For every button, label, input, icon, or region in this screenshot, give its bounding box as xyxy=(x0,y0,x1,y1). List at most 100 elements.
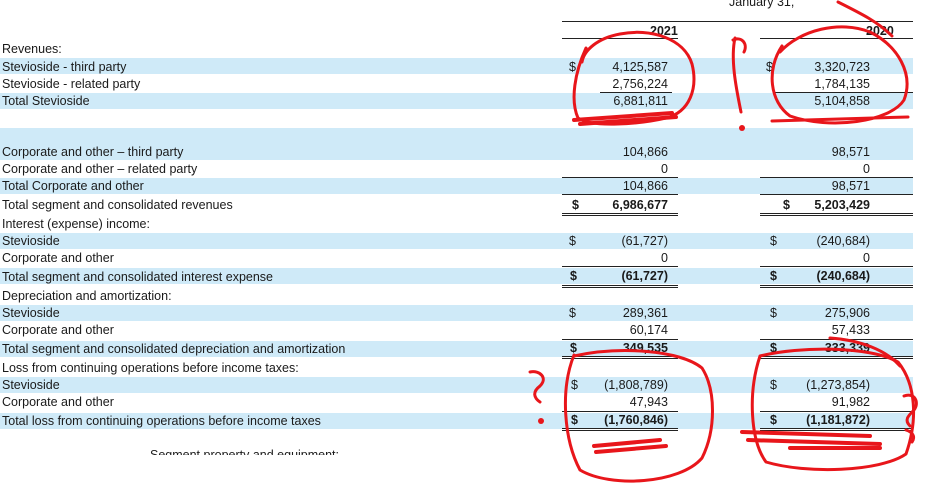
currency-symbol: $ xyxy=(783,198,790,212)
currency-symbol: $ xyxy=(770,234,777,248)
depreciation-corporate-2020: 57,433 xyxy=(831,323,870,337)
currency-symbol: $ xyxy=(770,413,777,427)
interest-corporate-label: Corporate and other xyxy=(2,251,114,265)
total-stevioside-label: Total Stevioside xyxy=(2,94,90,108)
interest-stevioside-2020: (240,684) xyxy=(816,234,870,248)
total-interest-2020: (240,684) xyxy=(816,269,870,283)
total-revenues-label: Total segment and consolidated revenues xyxy=(2,198,233,212)
year-2021-underline xyxy=(562,38,678,39)
year-2020-underline xyxy=(760,38,913,39)
stevioside-third-party-2021: 4,125,587 xyxy=(612,60,668,74)
subtotal-rule xyxy=(562,177,678,178)
scribble-underline xyxy=(572,111,678,126)
interest-heading: Interest (expense) income: xyxy=(2,217,150,231)
currency-symbol: $ xyxy=(571,413,578,427)
period-header: January 31, xyxy=(729,0,795,9)
total-stevioside-2020: 5,104,858 xyxy=(814,94,870,108)
total-depreciation-2021: 349,535 xyxy=(622,341,668,355)
total-interest-label: Total segment and consolidated interest … xyxy=(2,270,274,284)
year-2021-header: 2021 xyxy=(650,24,678,38)
subtotal-rule xyxy=(760,177,913,178)
total-double-rule xyxy=(760,428,913,431)
total-double-rule xyxy=(760,285,913,288)
depreciation-stevioside-label: Stevioside xyxy=(2,306,60,320)
stevioside-related-party-label: Stevioside - related party xyxy=(2,77,141,91)
currency-symbol: $ xyxy=(571,378,578,392)
total-depreciation-2020: 333,339 xyxy=(824,341,870,355)
total-stevioside-2021: 6,881,811 xyxy=(613,94,668,108)
interest-corporate-2021: 0 xyxy=(661,251,668,265)
interest-corporate-2020: 0 xyxy=(863,251,870,265)
corporate-related-party-label: Corporate and other – related party xyxy=(2,162,198,176)
total-corporate-2021: 104,866 xyxy=(622,179,668,193)
currency-symbol: $ xyxy=(569,60,576,74)
total-double-rule xyxy=(562,285,678,288)
revenues-heading: Revenues: xyxy=(2,42,62,56)
corporate-third-party-label: Corporate and other – third party xyxy=(2,145,184,159)
interest-stevioside-label: Stevioside xyxy=(2,234,60,248)
loss-corporate-label: Corporate and other xyxy=(2,395,114,409)
total-revenues-2020: 5,203,429 xyxy=(814,198,870,212)
depreciation-stevioside-2020: 275,906 xyxy=(824,306,870,320)
total-double-rule xyxy=(760,213,913,216)
currency-symbol: $ xyxy=(770,269,777,283)
currency-symbol: $ xyxy=(570,269,577,283)
depreciation-corporate-label: Corporate and other xyxy=(2,323,114,337)
row-band xyxy=(0,93,913,109)
corporate-related-party-2020: 0 xyxy=(863,162,870,176)
corporate-third-party-2020: 98,571 xyxy=(831,145,870,159)
subtotal-rule xyxy=(760,194,913,195)
hook-mark xyxy=(904,428,916,444)
total-corporate-2020: 98,571 xyxy=(831,179,870,193)
total-double-rule xyxy=(760,356,913,359)
currency-symbol: $ xyxy=(770,306,777,320)
subtotal-rule xyxy=(562,339,678,340)
total-revenues-2021: 6,986,677 xyxy=(612,198,668,212)
stevioside-related-party-2021: 2,756,224 xyxy=(612,77,668,91)
year-2020-header: 2020 xyxy=(866,24,894,38)
next-section-heading: Segment property and equipment: xyxy=(150,448,340,455)
total-corporate-label: Total Corporate and other xyxy=(2,179,144,193)
scribble-underline xyxy=(740,430,882,450)
total-double-rule xyxy=(562,428,678,431)
depreciation-corporate-2021: 60,174 xyxy=(629,323,668,337)
interest-stevioside-2021: (61,727) xyxy=(621,234,668,248)
currency-symbol: $ xyxy=(766,60,773,74)
row-band xyxy=(0,58,913,74)
row-band xyxy=(0,305,913,321)
subtotal-rule xyxy=(760,266,913,267)
stevioside-related-party-2020: 1,784,135 xyxy=(814,77,870,91)
row-band xyxy=(0,178,913,194)
loss-stevioside-2021: (1,808,789) xyxy=(604,378,668,392)
period-underline xyxy=(562,21,913,22)
currency-symbol: $ xyxy=(569,306,576,320)
stevioside-third-party-2020: 3,320,723 xyxy=(814,60,870,74)
total-loss-2021: (1,760,846) xyxy=(604,413,668,427)
total-loss-2020: (1,181,872) xyxy=(806,413,870,427)
scribble-underline xyxy=(770,115,910,123)
corporate-related-party-2021: 0 xyxy=(661,162,668,176)
subtotal-rule xyxy=(562,194,678,195)
currency-symbol: $ xyxy=(572,198,579,212)
loss-heading: Loss from continuing operations before i… xyxy=(2,361,299,375)
depreciation-heading: Depreciation and amortization: xyxy=(2,289,172,303)
total-depreciation-label: Total segment and consolidated depreciat… xyxy=(2,342,346,356)
row-band xyxy=(0,128,913,160)
depreciation-stevioside-2021: 289,361 xyxy=(622,306,668,320)
total-loss-label: Total loss from continuing operations be… xyxy=(2,414,321,428)
row-band xyxy=(0,268,913,284)
total-double-rule xyxy=(562,213,678,216)
currency-symbol: $ xyxy=(770,378,777,392)
loss-corporate-2020: 91,982 xyxy=(831,395,870,409)
currency-symbol: $ xyxy=(570,341,577,355)
stevioside-third-party-label: Stevioside - third party xyxy=(2,60,127,74)
subtotal-rule xyxy=(562,266,678,267)
total-double-rule xyxy=(562,356,678,359)
currency-symbol: $ xyxy=(770,341,777,355)
next-section-clip: Segment property and equipment: xyxy=(150,447,370,455)
scribble-underline xyxy=(592,438,668,454)
currency-symbol: $ xyxy=(569,234,576,248)
loss-corporate-2021: 47,943 xyxy=(629,395,668,409)
total-interest-2021: (61,727) xyxy=(621,269,668,283)
corporate-third-party-2021: 104,866 xyxy=(622,145,668,159)
